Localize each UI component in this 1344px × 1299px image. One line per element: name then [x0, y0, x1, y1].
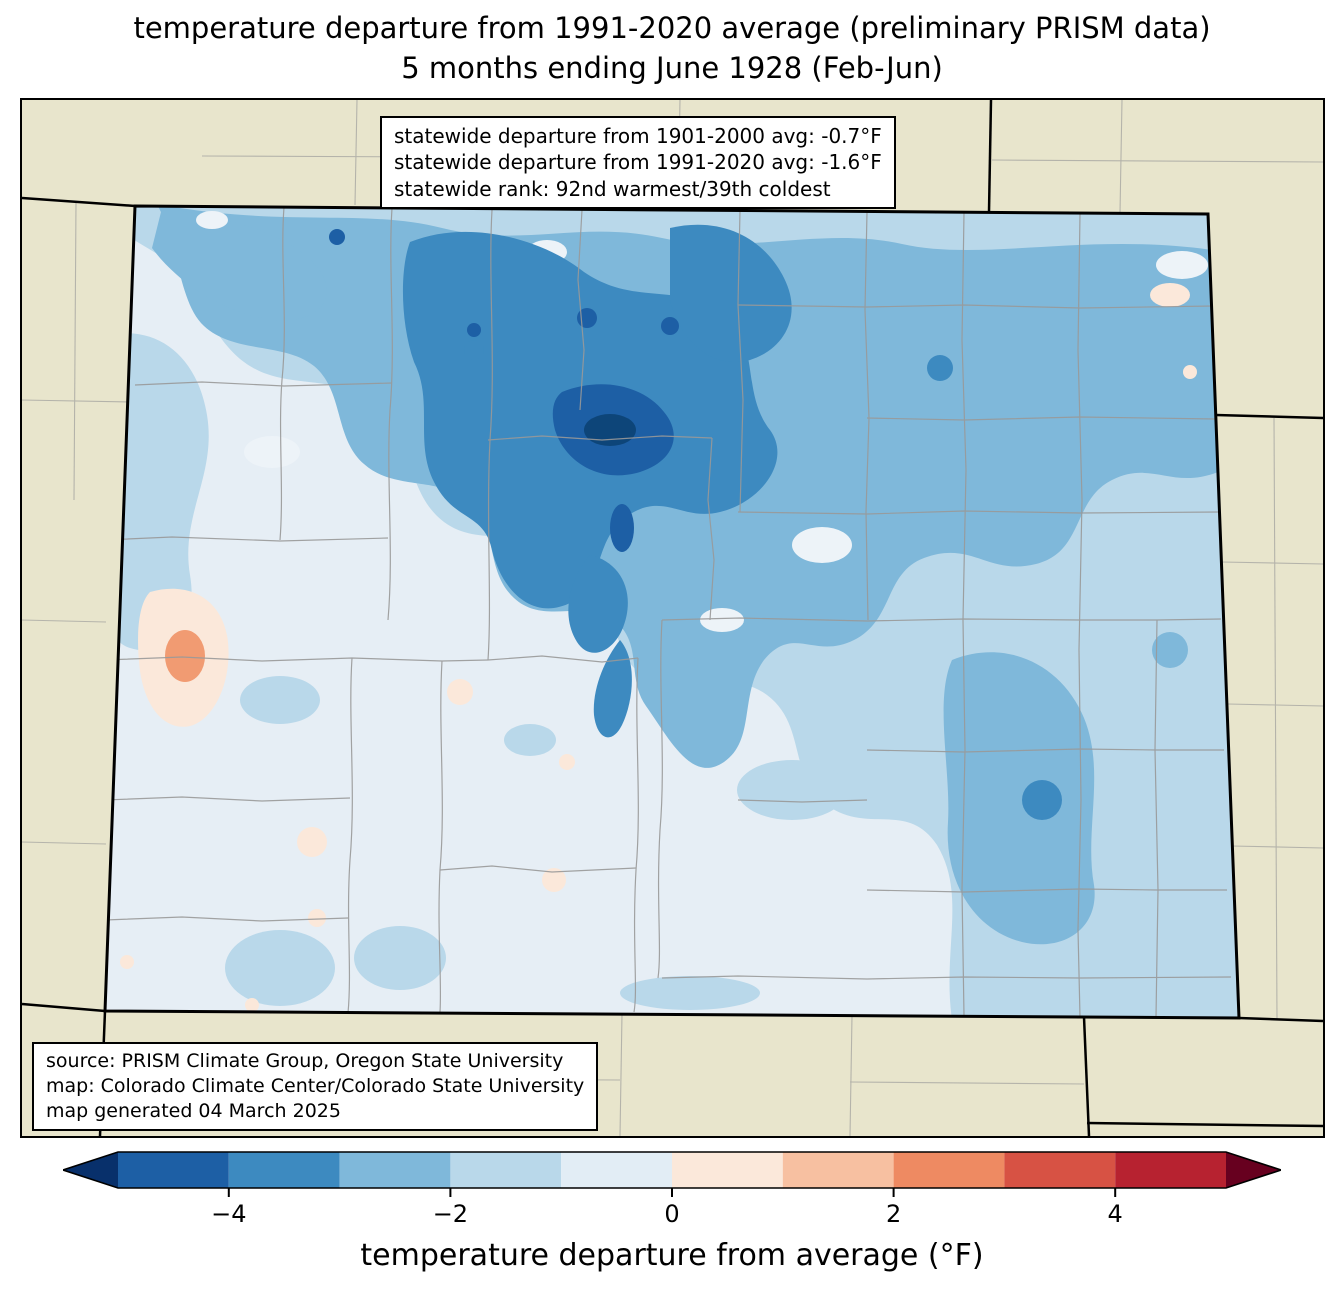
- figure-title-line1: temperature departure from 1991-2020 ave…: [133, 11, 1211, 45]
- figure-title-line2: 5 months ending June 1928 (Feb-Jun): [401, 51, 943, 86]
- colorbar-tick-label: −4: [211, 1200, 247, 1228]
- colorbar-segment: [450, 1152, 562, 1188]
- stats-line-1901-2000: statewide departure from 1901-2000 avg: …: [394, 124, 882, 148]
- map-axes: statewide departure from 1901-2000 avg: …: [20, 98, 1325, 1138]
- colorbar-segment: [672, 1152, 783, 1188]
- colorbar-segment: [893, 1152, 1005, 1188]
- colorbar-segment: [228, 1152, 340, 1188]
- colorbar-left-arrow: [63, 1152, 118, 1188]
- contour-darkest-blue: [584, 414, 636, 446]
- colorbar-right-arrow: [1226, 1152, 1281, 1188]
- generated-date-line: map generated 04 March 2025: [46, 1100, 341, 1123]
- county-lines: [105, 206, 1232, 1018]
- colorado-data-layer: [105, 206, 1239, 1018]
- colorado-state-border: [103, 204, 1241, 1020]
- surrounding-state-borders: [22, 100, 1323, 1136]
- colorbar-tick-label: 2: [885, 1200, 902, 1228]
- contour-salmon: [165, 630, 205, 682]
- source-line: source: PRISM Climate Group, Oregon Stat…: [46, 1050, 564, 1072]
- colorbar-svg: [60, 1151, 1284, 1197]
- colorbar-tick-label: 4: [1107, 1200, 1123, 1228]
- colorado-map-svg: [22, 100, 1323, 1136]
- colorbar-tick-marks: [227, 1188, 1117, 1197]
- colorbar-segment: [1115, 1152, 1226, 1188]
- map-credit-line: map: Colorado Climate Center/Colorado St…: [46, 1075, 585, 1098]
- colorbar: −4 −2 0 2 4: [60, 1150, 1284, 1245]
- stats-line-1991-2020: statewide departure from 1991-2020 avg: …: [394, 150, 882, 175]
- colorbar-tick-label: 0: [664, 1200, 680, 1228]
- colorbar-segment: [561, 1152, 672, 1188]
- colorbar-segment: [782, 1152, 894, 1188]
- figure-title: temperature departure from 1991-2020 ave…: [0, 8, 1344, 88]
- colorbar-segment: [339, 1152, 451, 1188]
- colorbar-axis-label: temperature departure from average (°F): [360, 1238, 984, 1273]
- stats-line-rank: statewide rank: 92nd warmest/39th coldes…: [394, 176, 831, 201]
- colorbar-segment: [1004, 1152, 1116, 1188]
- colorbar-segment: [118, 1152, 229, 1188]
- statewide-stats-box: statewide departure from 1901-2000 avg: …: [380, 116, 896, 210]
- colorbar-tick-label: −2: [432, 1200, 469, 1228]
- source-credit-box: source: PRISM Climate Group, Oregon Stat…: [32, 1042, 599, 1132]
